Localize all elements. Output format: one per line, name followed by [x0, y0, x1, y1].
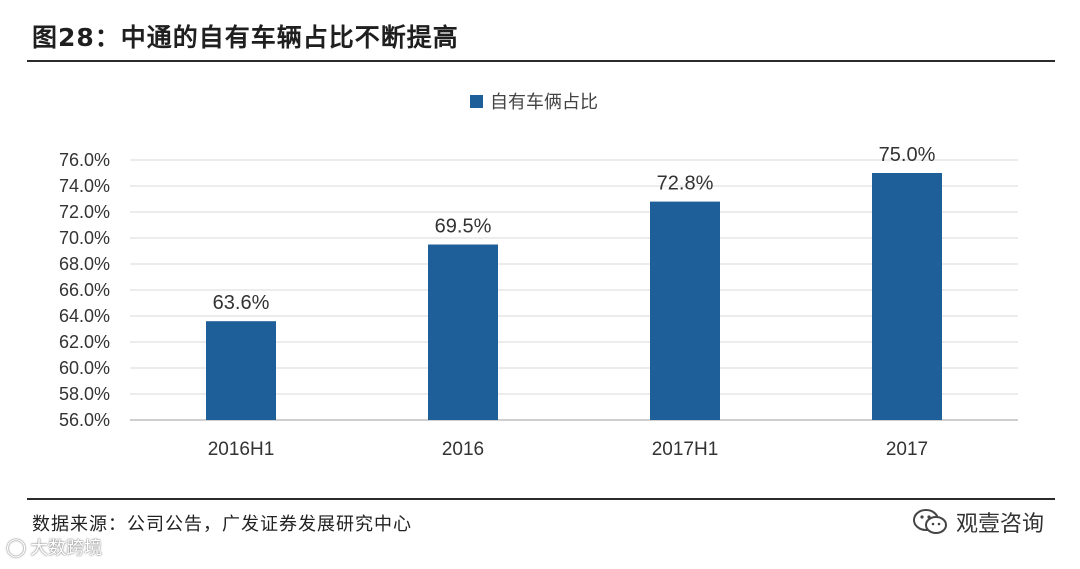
bar [650, 201, 720, 420]
y-tick-label: 60.0% [59, 358, 110, 378]
y-tick-label: 64.0% [59, 306, 110, 326]
y-tick-label: 58.0% [59, 384, 110, 404]
title-divider [27, 60, 1055, 62]
y-tick-label: 66.0% [59, 280, 110, 300]
x-tick-label: 2016H1 [208, 439, 275, 460]
y-tick-label: 76.0% [59, 150, 110, 170]
watermark-logo-icon: ◯ [6, 536, 27, 558]
y-tick-label: 68.0% [59, 254, 110, 274]
data-label: 69.5% [435, 216, 492, 238]
source-note: 数据来源：公司公告，广发证券发展研究中心 [32, 514, 412, 535]
y-tick-label: 70.0% [59, 228, 110, 248]
brand-name: 观壹咨询 [955, 512, 1044, 537]
y-tick-label: 62.0% [59, 332, 110, 352]
legend-swatch [470, 95, 483, 108]
data-label: 75.0% [879, 144, 936, 166]
brand-mark: 观壹咨询 [912, 506, 1044, 538]
data-label: 63.6% [213, 292, 270, 314]
page-title: 图28：中通的自有车辆占比不断提高 [32, 23, 459, 52]
source-divider [27, 498, 1055, 500]
bar [206, 321, 276, 420]
x-tick-label: 2017H1 [652, 439, 719, 460]
x-tick-label: 2017 [886, 439, 928, 460]
y-tick-label: 72.0% [59, 202, 110, 222]
legend-label: 自有车俩占比 [490, 92, 598, 113]
y-tick-label: 56.0% [59, 410, 110, 430]
bar [428, 244, 498, 420]
watermark: ◯ 大数跨境 [6, 534, 102, 560]
data-label: 72.8% [657, 173, 714, 195]
watermark-text: 大数跨境 [30, 538, 103, 559]
y-tick-label: 74.0% [59, 176, 110, 196]
bar-chart: 56.0% 58.0% 60.0% 62.0% 64.0% 66.0% 68.0% 70.0%… [59, 92, 1018, 460]
x-tick-label: 2016 [442, 439, 484, 460]
bar [872, 173, 942, 420]
wechat-icon [912, 509, 947, 534]
